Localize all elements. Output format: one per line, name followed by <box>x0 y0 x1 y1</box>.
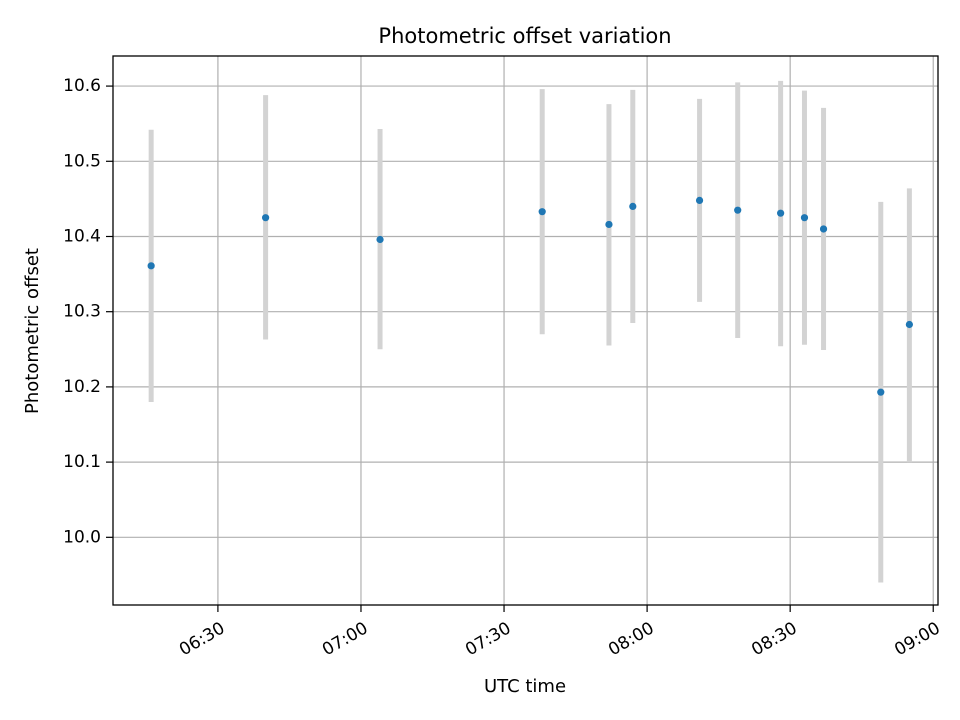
data-point <box>905 320 913 329</box>
data-point <box>262 214 270 222</box>
data-point <box>376 235 384 244</box>
y-tick-label: 10.1 <box>63 452 101 472</box>
data-point <box>819 225 828 233</box>
data-point <box>538 208 546 216</box>
data-point <box>877 388 885 396</box>
plot-frame <box>112 55 939 606</box>
y-tick-label: 10.0 <box>63 527 101 547</box>
data-point <box>147 262 155 270</box>
grid-lines <box>113 56 938 605</box>
y-axis-title: Photometric offset <box>22 248 43 414</box>
y-tick-label: 10.6 <box>63 76 101 96</box>
x-axis-title: UTC time <box>484 676 566 697</box>
data-point <box>734 206 742 214</box>
data-point <box>695 196 704 204</box>
data-point <box>605 220 613 229</box>
y-tick-label: 10.5 <box>63 151 101 171</box>
data-point <box>629 202 637 211</box>
y-tick-label: 10.3 <box>63 302 101 322</box>
plot-area <box>113 56 938 605</box>
data-points <box>147 196 913 396</box>
y-tick-label: 10.4 <box>63 226 101 246</box>
data-point <box>777 209 785 217</box>
y-tick-label: 10.2 <box>63 377 101 397</box>
data-point <box>800 214 809 222</box>
chart-title: Photometric offset variation <box>378 24 671 48</box>
